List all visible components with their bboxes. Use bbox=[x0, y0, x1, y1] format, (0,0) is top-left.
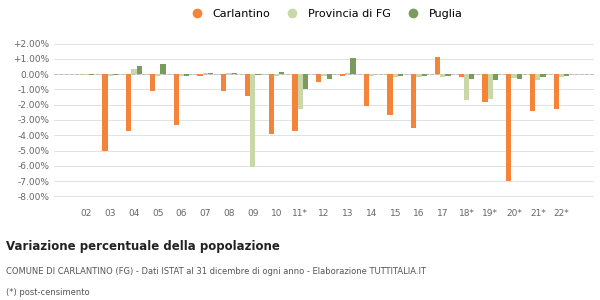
Bar bbox=[113, 74, 118, 75]
Bar bbox=[197, 74, 203, 76]
Bar bbox=[517, 74, 522, 79]
Bar bbox=[131, 69, 137, 74]
Bar bbox=[89, 74, 94, 75]
Bar bbox=[530, 74, 535, 111]
Bar bbox=[226, 73, 232, 74]
Bar bbox=[422, 74, 427, 76]
Bar bbox=[303, 74, 308, 89]
Bar bbox=[256, 74, 260, 75]
Bar bbox=[416, 74, 422, 77]
Bar bbox=[245, 74, 250, 96]
Bar bbox=[482, 74, 488, 102]
Bar bbox=[398, 74, 403, 76]
Bar bbox=[250, 74, 256, 167]
Bar bbox=[469, 74, 475, 79]
Bar bbox=[184, 74, 189, 76]
Bar bbox=[464, 74, 469, 100]
Bar bbox=[564, 74, 569, 76]
Bar bbox=[388, 74, 392, 116]
Bar bbox=[440, 74, 445, 77]
Bar bbox=[340, 74, 345, 76]
Bar bbox=[435, 57, 440, 74]
Bar bbox=[298, 74, 303, 109]
Bar bbox=[554, 74, 559, 109]
Bar bbox=[559, 74, 564, 77]
Bar bbox=[392, 74, 398, 77]
Bar bbox=[232, 73, 237, 74]
Bar bbox=[269, 74, 274, 134]
Bar bbox=[459, 74, 464, 77]
Bar bbox=[506, 74, 511, 181]
Bar bbox=[292, 74, 298, 131]
Bar bbox=[326, 74, 332, 79]
Bar bbox=[369, 74, 374, 76]
Bar bbox=[203, 73, 208, 74]
Bar bbox=[322, 74, 326, 76]
Text: COMUNE DI CARLANTINO (FG) - Dati ISTAT al 31 dicembre di ogni anno - Elaborazion: COMUNE DI CARLANTINO (FG) - Dati ISTAT a… bbox=[6, 267, 426, 276]
Bar bbox=[411, 74, 416, 128]
Bar bbox=[274, 74, 279, 76]
Bar bbox=[511, 74, 517, 78]
Bar bbox=[179, 74, 184, 76]
Bar bbox=[445, 74, 451, 76]
Bar bbox=[126, 74, 131, 131]
Bar bbox=[107, 74, 113, 76]
Bar bbox=[221, 74, 226, 91]
Text: Variazione percentuale della popolazione: Variazione percentuale della popolazione bbox=[6, 240, 280, 253]
Bar bbox=[541, 74, 545, 77]
Bar bbox=[84, 74, 89, 75]
Bar bbox=[364, 74, 369, 106]
Legend: Carlantino, Provincia di FG, Puglia: Carlantino, Provincia di FG, Puglia bbox=[181, 4, 467, 23]
Bar bbox=[488, 74, 493, 99]
Bar bbox=[160, 64, 166, 74]
Bar bbox=[137, 66, 142, 74]
Bar bbox=[173, 74, 179, 124]
Bar bbox=[155, 74, 160, 76]
Text: (*) post-censimento: (*) post-censimento bbox=[6, 288, 89, 297]
Bar bbox=[150, 74, 155, 91]
Bar bbox=[350, 58, 356, 74]
Bar bbox=[493, 74, 498, 80]
Bar bbox=[535, 74, 541, 80]
Bar bbox=[103, 74, 107, 151]
Bar bbox=[279, 72, 284, 74]
Bar bbox=[316, 74, 322, 82]
